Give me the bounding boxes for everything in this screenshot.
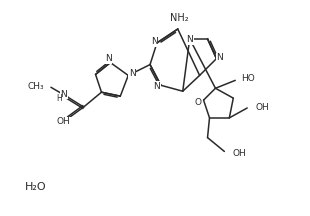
Text: HO: HO [241,74,255,83]
Text: N: N [60,90,67,99]
Text: N: N [151,37,157,46]
Text: CH₃: CH₃ [27,82,44,91]
Text: N: N [186,35,193,44]
Text: N: N [216,53,223,62]
Text: OH: OH [57,117,71,126]
Text: O: O [194,98,201,106]
Text: OH: OH [255,103,269,113]
Text: N: N [154,82,160,91]
Text: N: N [129,69,135,78]
Text: H: H [56,94,62,103]
Text: H₂O: H₂O [25,182,47,192]
Text: OH: OH [232,149,246,158]
Text: N: N [105,54,112,63]
Text: NH₂: NH₂ [170,13,189,23]
